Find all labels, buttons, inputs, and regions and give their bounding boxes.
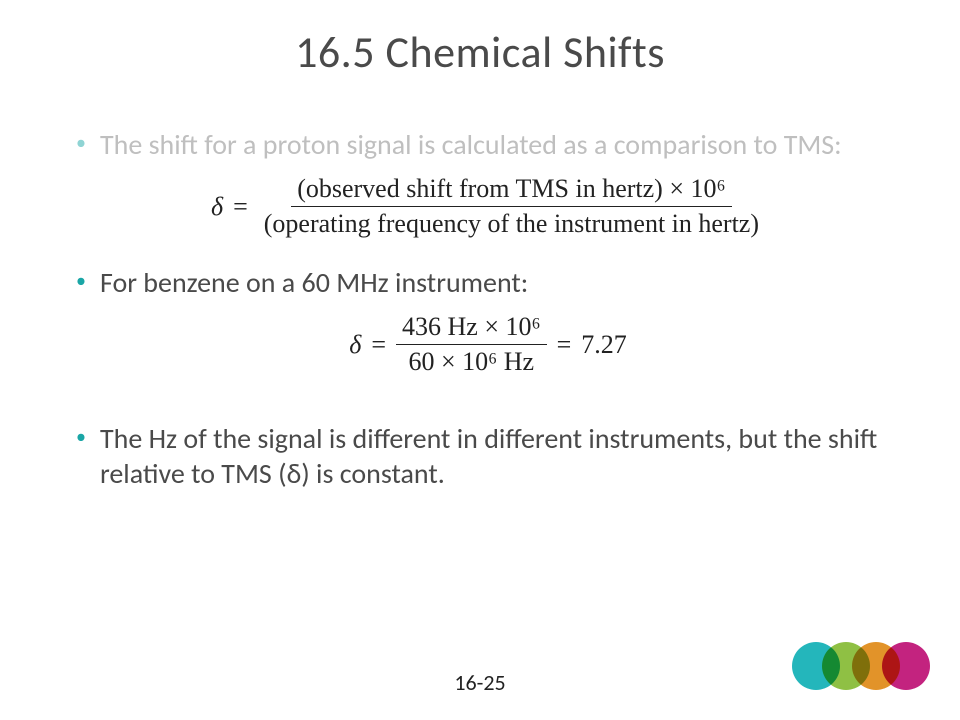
- bullet-marker-icon: •: [76, 269, 86, 293]
- formula-result: 7.27: [581, 330, 627, 360]
- bullet-item-3: • The Hz of the signal is different in d…: [76, 421, 900, 491]
- bullet-text-2: For benzene on a 60 MHz instrument:: [100, 265, 528, 300]
- bullet-item-1: • The shift for a proton signal is calcu…: [76, 127, 900, 162]
- bullet-text-3: The Hz of the signal is different in dif…: [100, 421, 900, 491]
- bullet-item-2: • For benzene on a 60 MHz instrument:: [76, 265, 900, 300]
- bullet-marker-icon: •: [76, 425, 86, 449]
- formula-benzene: δ = 436 Hz × 10⁶ 60 × 10⁶ Hz = 7.27: [76, 312, 900, 377]
- fraction-denominator: (operating frequency of the instrument i…: [258, 207, 765, 239]
- fraction-numerator: (observed shift from TMS in hertz) × 10⁶: [291, 174, 731, 207]
- formula-general: δ = (observed shift from TMS in hertz) ×…: [76, 174, 900, 239]
- fraction-general: (observed shift from TMS in hertz) × 10⁶…: [258, 174, 765, 239]
- delta-symbol: δ: [349, 330, 361, 360]
- slide: 16.5 Chemical Shifts • The shift for a p…: [0, 0, 960, 720]
- equals-sign: =: [371, 330, 386, 360]
- page-title: 16.5 Chemical Shifts: [60, 25, 900, 79]
- delta-symbol: δ: [211, 192, 223, 222]
- equals-sign: =: [557, 330, 572, 360]
- bullet-text-1: The shift for a proton signal is calcula…: [100, 127, 842, 162]
- bullet-marker-icon: •: [76, 131, 86, 155]
- equals-sign: =: [233, 192, 248, 222]
- fraction-denominator: 60 × 10⁶ Hz: [403, 345, 541, 377]
- fraction-numerator: 436 Hz × 10⁶: [396, 312, 547, 345]
- decorative-circles: [792, 642, 942, 696]
- circle-magenta-icon: [882, 642, 930, 690]
- fraction-benzene: 436 Hz × 10⁶ 60 × 10⁶ Hz: [396, 312, 547, 377]
- content-area: • The shift for a proton signal is calcu…: [60, 127, 900, 491]
